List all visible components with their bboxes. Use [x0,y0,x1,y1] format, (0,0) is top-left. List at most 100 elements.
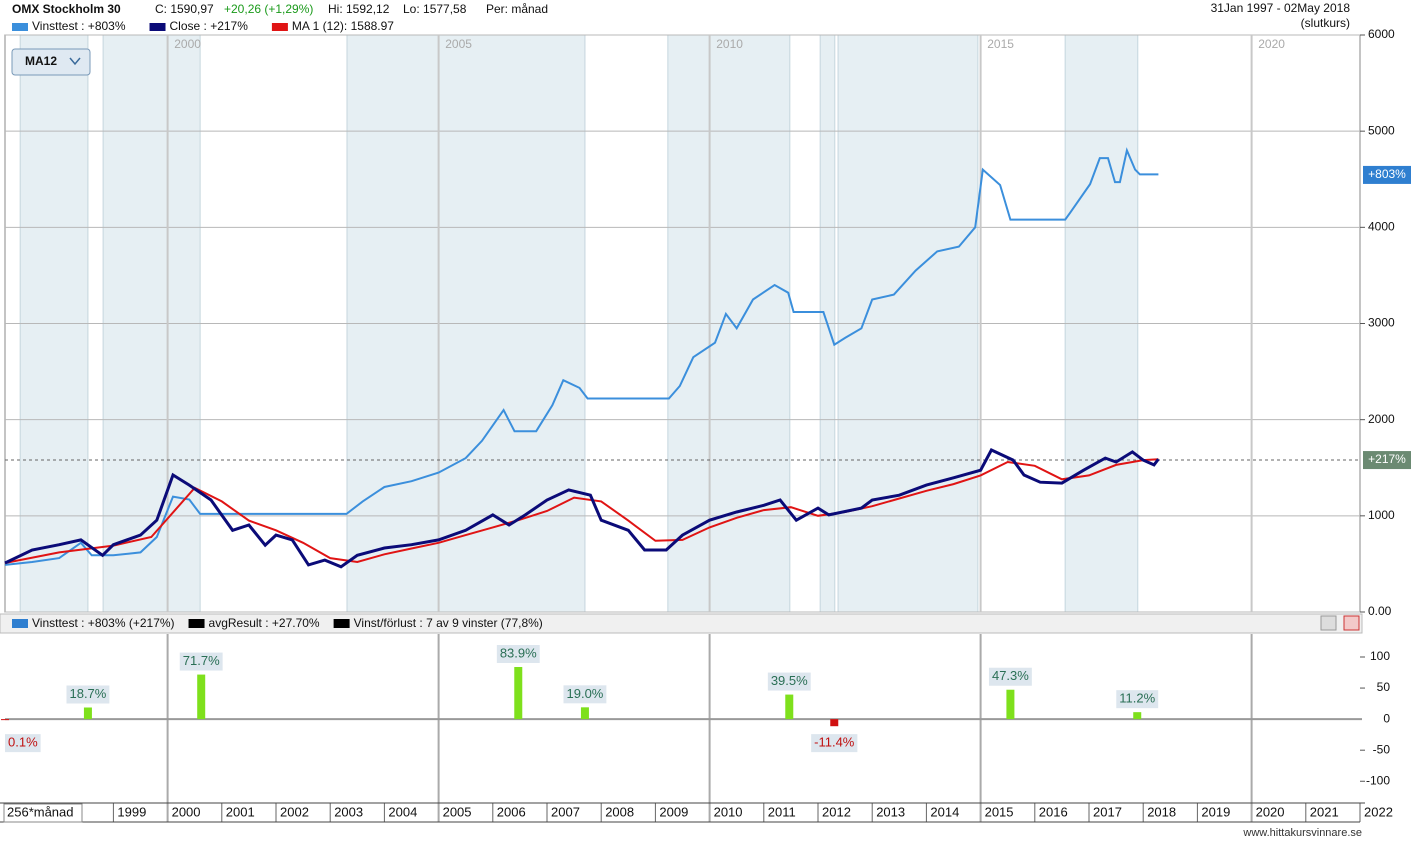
axis-label: 256*månad [7,804,74,819]
x-tick-label: 1999 [117,804,146,819]
close: C: 1590,97 [155,2,214,16]
y-tick-label: 3000 [1368,316,1395,330]
x-tick-label: 2020 [1258,37,1285,51]
bar [197,674,206,720]
legend-label: Vinsttest : +803% [32,19,126,33]
x-tick-label: 2012 [822,804,851,819]
change: +20,26 (+1,29%) [224,2,313,16]
value-label-bg [496,644,540,663]
bar [83,707,92,720]
x-tick-label: 2021 [1310,804,1339,819]
value-label-bg [563,685,607,704]
main-plot: 6000 5000 4000 3000 2000 1000 0.00 2000 2005 2010… [4,27,1395,618]
value-label-bg [1116,690,1159,709]
bar [514,666,523,720]
ma-button[interactable] [11,48,91,76]
legend-swatch [149,23,166,31]
close-icon[interactable] [1343,615,1360,631]
legend-label: Vinsttest : +803% (+217%) [32,616,175,630]
x-tick-label: 2015 [985,804,1014,819]
sub-plot: 8199920002001200220032004200520062007200… [0,634,1413,823]
x-tick-label: 2018 [1147,804,1176,819]
bar [1,719,9,721]
x-tick-label: 2019 [1201,804,1230,819]
value-label-bg [767,672,811,691]
x-tick-label: 2002 [280,804,309,819]
price-tag-label: +803% [1368,167,1406,181]
value-label-bg [66,685,110,704]
y-tick-label: 0.00 [1368,604,1392,618]
series-line [4,448,1160,569]
bar [830,719,839,727]
x-tick-label: 2011 [768,804,796,819]
price-tag-label: +217% [1368,452,1406,466]
y-tick-label: -100 [1366,773,1390,787]
value-label: 39.5% [771,673,808,688]
bar [785,694,794,720]
y-tick-label: 5000 [1368,123,1395,137]
x-tick-label: 2010 [714,804,743,819]
price-tag [1363,451,1411,470]
legend-swatch [188,619,205,628]
price-basis: (slutkurs) [1301,16,1350,30]
value-label-bg [179,652,223,671]
value-label: -11.4% [814,735,855,750]
x-tick-label: 2007 [551,804,580,819]
x-tick-label: 2005 [445,37,472,51]
period: Per: månad [486,2,548,16]
x-tick-label: 2000 [172,804,201,819]
y-tick-label: 100 [1370,649,1390,663]
x-tick-label: 2013 [876,804,905,819]
footer: www.hittakursvinnare.se [1242,827,1362,839]
ma-button-label[interactable]: MA12 [25,54,57,68]
x-tick-label: 2017 [1093,804,1122,819]
dropdown-arrow[interactable] [69,57,81,66]
value-label: 0.1% [8,735,38,750]
legend-label: MA 1 (12): 1588.97 [292,19,394,33]
legend-swatch [12,23,28,31]
x-tick-label: 2006 [497,804,526,819]
tool-icon[interactable] [1320,615,1337,631]
legend-label: Vinst/förlust : 7 av 9 vinster (77,8%) [354,616,543,630]
y-tick-label: 1000 [1368,508,1395,522]
lo: Lo: 1577,58 [403,2,467,16]
value-label: 19.0% [567,686,604,701]
value-label-bg [811,734,858,753]
bar [580,707,589,720]
x-tick-label: 2010 [716,37,743,51]
price-tag [1363,165,1411,184]
value-label: 71.7% [183,653,220,668]
hi: Hi: 1592,12 [328,2,390,16]
legend-label: Close : +217% [170,19,249,33]
legend-swatch [12,619,28,628]
zero-label-bg [1362,710,1413,729]
date-range: 31Jan 1997 - 02May 2018 [1211,1,1351,15]
x-tick-label: 2001 [226,804,255,819]
x-tick-label: 2000 [174,37,201,51]
y-tick-label: -50 [1373,742,1391,756]
x-tick-label: 2005 [443,804,472,819]
legend-swatch [271,23,288,31]
x-tick-label: 2008 [605,804,634,819]
y-tick-label: 0 [1383,711,1390,725]
y-tick-label: 4000 [1368,220,1395,234]
series-line [4,458,1159,564]
value-label: 11.2% [1119,691,1155,706]
legend-label: avgResult : +27.70% [209,616,320,630]
value-label: 83.9% [500,645,537,660]
y-tick-label: 6000 [1368,27,1395,41]
x-tick-label: 2022 [1364,804,1393,819]
sub-legend-bar [0,613,1363,634]
legend-swatch [333,619,350,628]
y-tick-label: 2000 [1368,412,1395,426]
bar [1133,712,1142,720]
value-label: 47.3% [992,668,1029,683]
x-tick-label: 2004 [388,804,417,819]
series-line [4,147,1159,566]
x-tick-label: 2003 [334,804,363,819]
bar [1006,689,1015,720]
x-tick-label: 2020 [1256,804,1285,819]
x-tick-label: 2009 [659,804,688,819]
value-label-bg [988,667,1032,686]
